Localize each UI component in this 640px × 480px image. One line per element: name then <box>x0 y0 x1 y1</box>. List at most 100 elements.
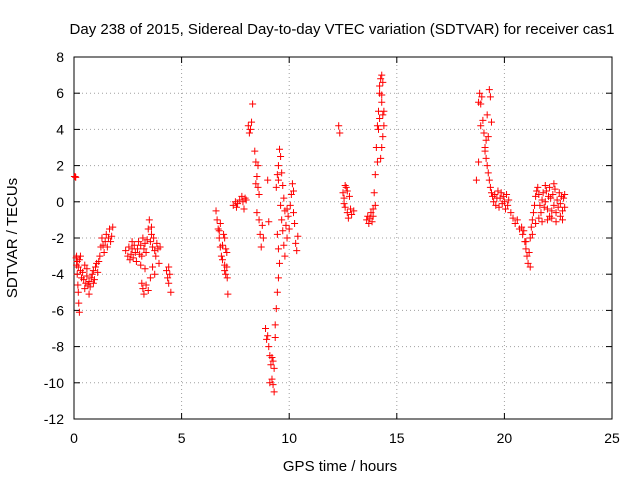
y-tick-label: -4 <box>52 266 65 282</box>
data-point <box>89 279 97 287</box>
data-point <box>128 238 136 246</box>
data-point <box>144 286 152 294</box>
x-axis-label: GPS time / hours <box>283 458 397 475</box>
data-point <box>151 247 159 255</box>
data-point <box>147 223 155 231</box>
data-point <box>146 274 154 282</box>
grid <box>74 57 612 419</box>
data-point <box>378 91 386 99</box>
data-point <box>532 220 540 228</box>
data-point <box>475 158 483 166</box>
data-point <box>144 225 152 233</box>
data-point <box>478 93 486 101</box>
data-point <box>343 209 351 217</box>
data-point <box>145 216 153 224</box>
data-point <box>541 198 549 206</box>
data-point <box>477 100 485 108</box>
data-point <box>543 216 551 224</box>
data-point <box>279 227 287 235</box>
data-point <box>526 263 534 271</box>
data-point <box>163 267 171 275</box>
data-point <box>133 245 141 253</box>
data-point <box>528 216 536 224</box>
data-point <box>73 270 81 278</box>
data-point <box>153 239 161 247</box>
data-point <box>222 245 230 253</box>
data-point <box>214 225 222 233</box>
data-point <box>491 191 499 199</box>
data-point <box>559 216 567 224</box>
data-point <box>487 189 495 197</box>
data-point <box>283 234 291 242</box>
data-point <box>504 201 512 209</box>
data-point <box>98 234 106 242</box>
data-point <box>535 214 543 222</box>
data-point <box>283 205 291 213</box>
data-point <box>535 191 543 199</box>
data-point <box>86 283 94 291</box>
data-point <box>274 162 282 170</box>
data-point <box>212 207 220 215</box>
data-point <box>347 205 355 213</box>
data-point <box>94 268 102 276</box>
data-point <box>269 357 277 365</box>
data-point <box>251 147 259 155</box>
data-point <box>507 209 515 217</box>
data-point <box>272 183 280 191</box>
data-point <box>500 198 508 206</box>
data-point <box>89 267 97 275</box>
data-point <box>371 171 379 179</box>
y-tick-label: -10 <box>44 375 64 391</box>
data-point <box>509 214 517 222</box>
data-point <box>126 256 134 264</box>
data-point <box>550 201 558 209</box>
data-point <box>99 241 107 249</box>
data-point <box>83 272 91 280</box>
data-point <box>277 153 285 161</box>
data-point <box>543 205 551 213</box>
data-point <box>380 122 388 130</box>
data-point <box>496 194 504 202</box>
data-point <box>490 198 498 206</box>
data-point <box>74 281 82 289</box>
data-point <box>255 216 263 224</box>
data-point <box>549 191 557 199</box>
data-point <box>104 234 112 242</box>
data-point <box>552 209 560 217</box>
data-point <box>74 288 82 296</box>
data-point <box>255 191 263 199</box>
data-point <box>270 388 278 396</box>
data-point <box>242 196 250 204</box>
data-point <box>223 274 231 282</box>
data-point <box>218 241 226 249</box>
data-point <box>284 212 292 220</box>
data-point <box>90 276 98 284</box>
data-point <box>75 299 83 307</box>
data-point <box>165 279 173 287</box>
data-point <box>249 100 257 108</box>
data-point <box>551 185 559 193</box>
data-point <box>482 136 490 144</box>
data-point <box>292 239 300 247</box>
data-point <box>108 232 116 240</box>
data-point <box>505 196 513 204</box>
x-tick-label: 15 <box>389 430 405 446</box>
data-point <box>495 203 503 211</box>
data-point <box>155 259 163 267</box>
data-point <box>378 98 386 106</box>
data-point <box>132 258 140 266</box>
data-point <box>542 187 550 195</box>
data-point <box>258 221 266 229</box>
data-point <box>267 361 275 369</box>
data-point <box>277 201 285 209</box>
data-point <box>259 234 267 242</box>
data-point <box>80 276 88 284</box>
y-tick-labels: -12 -10 -8 -6 -4 -2 0 2 4 6 8 <box>44 49 64 427</box>
data-point <box>266 379 274 387</box>
data-point <box>125 243 133 251</box>
data-point <box>532 192 540 200</box>
data-point <box>342 183 350 191</box>
data-point <box>279 182 287 190</box>
data-point <box>254 183 262 191</box>
